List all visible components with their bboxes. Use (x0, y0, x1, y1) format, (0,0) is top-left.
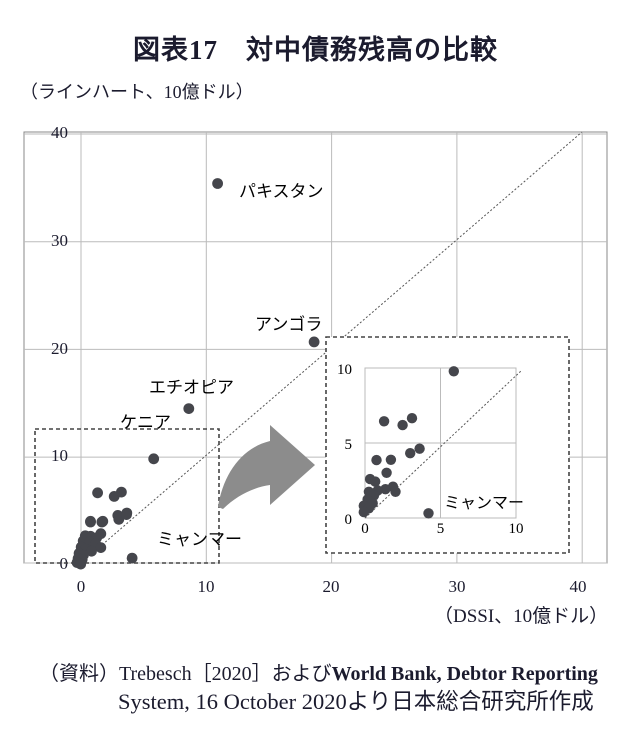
svg-text:10: 10 (198, 577, 215, 596)
svg-text:パキスタン: パキスタン (239, 182, 324, 201)
svg-text:0: 0 (345, 512, 353, 528)
svg-text:20: 20 (323, 577, 340, 596)
svg-text:ケニア: ケニア (120, 413, 171, 432)
svg-text:30: 30 (449, 577, 466, 596)
svg-text:ミャンマー: ミャンマー (157, 530, 242, 549)
svg-text:10: 10 (51, 446, 68, 465)
svg-text:アンゴラ: アンゴラ (255, 314, 322, 334)
svg-text:エチオピア: エチオピア (149, 378, 234, 397)
svg-text:5: 5 (437, 521, 445, 537)
svg-text:0: 0 (77, 577, 86, 596)
svg-text:10: 10 (509, 521, 524, 537)
svg-text:20: 20 (51, 339, 68, 358)
svg-text:40: 40 (570, 577, 587, 596)
svg-text:10: 10 (337, 362, 352, 378)
svg-text:30: 30 (51, 231, 68, 250)
svg-text:0: 0 (361, 521, 369, 537)
svg-text:40: 40 (51, 123, 68, 142)
svg-text:5: 5 (345, 437, 353, 453)
svg-text:ミャンマー: ミャンマー (444, 495, 524, 512)
